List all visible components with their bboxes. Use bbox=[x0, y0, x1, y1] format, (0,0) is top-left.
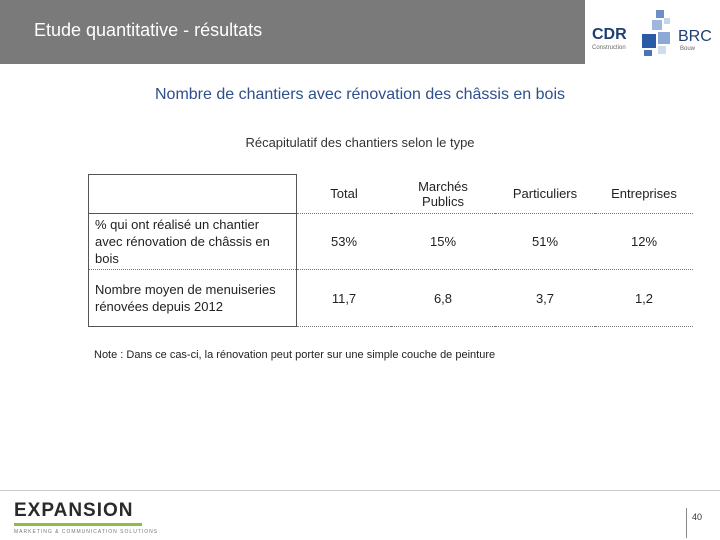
row-label: % qui ont réalisé un chantier avec rénov… bbox=[88, 213, 297, 270]
cdr-brc-logo: CDR Construction BRC Bouw bbox=[590, 8, 716, 60]
header-band: Etude quantitative - résultats bbox=[0, 0, 585, 64]
table-note: Note : Dans ce cas-ci, la rénovation peu… bbox=[94, 349, 496, 361]
brc-logo-subtext: Bouw bbox=[680, 46, 696, 52]
cell-entreprises: 12% bbox=[595, 213, 693, 270]
cell-particuliers: 51% bbox=[495, 213, 595, 270]
table-row: Nombre moyen de menuiseries rénovées dep… bbox=[88, 269, 693, 327]
column-header-particuliers: Particuliers bbox=[512, 186, 578, 202]
cdr-logo-text: CDR bbox=[592, 26, 627, 43]
column-header-entreprises: Entreprises bbox=[611, 186, 677, 202]
column-header-marches-publics: Marchés Publics bbox=[418, 178, 468, 209]
brc-logo-text: BRC bbox=[678, 28, 712, 45]
page-number: 40 bbox=[692, 512, 703, 522]
section-title: Nombre de chantiers avec rénovation des … bbox=[155, 86, 565, 103]
expansion-logo-bar bbox=[14, 523, 142, 526]
footer-divider bbox=[0, 490, 720, 491]
cell-marches-publics: 6,8 bbox=[391, 269, 495, 327]
table-header-row: Total Marchés Publics Particuliers Entre… bbox=[88, 174, 694, 214]
expansion-logo: EXPANSION MARKETING & COMMUNICATION SOLU… bbox=[14, 500, 158, 535]
table-row: % qui ont réalisé un chantier avec rénov… bbox=[88, 213, 693, 270]
summary-table: Total Marchés Publics Particuliers Entre… bbox=[88, 174, 693, 327]
column-header-total: Total bbox=[330, 186, 358, 202]
slide-title: Etude quantitative - résultats bbox=[34, 20, 263, 40]
page-number-divider bbox=[686, 508, 687, 538]
cell-total: 11,7 bbox=[296, 269, 391, 327]
cell-particuliers: 3,7 bbox=[495, 269, 595, 327]
cell-entreprises: 1,2 bbox=[595, 269, 693, 327]
expansion-logo-text: EXPANSION bbox=[14, 500, 134, 521]
table-caption: Récapitulatif des chantiers selon le typ… bbox=[245, 135, 475, 150]
cdr-logo-subtext: Construction bbox=[592, 45, 626, 51]
empty-header-cell bbox=[88, 174, 297, 214]
cell-total: 53% bbox=[296, 213, 391, 270]
row-label: Nombre moyen de menuiseries rénovées dep… bbox=[88, 269, 297, 327]
expansion-tagline: MARKETING & COMMUNICATION SOLUTIONS bbox=[14, 529, 159, 535]
cell-marches-publics: 15% bbox=[391, 213, 495, 270]
logo-squares-icon bbox=[642, 10, 670, 56]
